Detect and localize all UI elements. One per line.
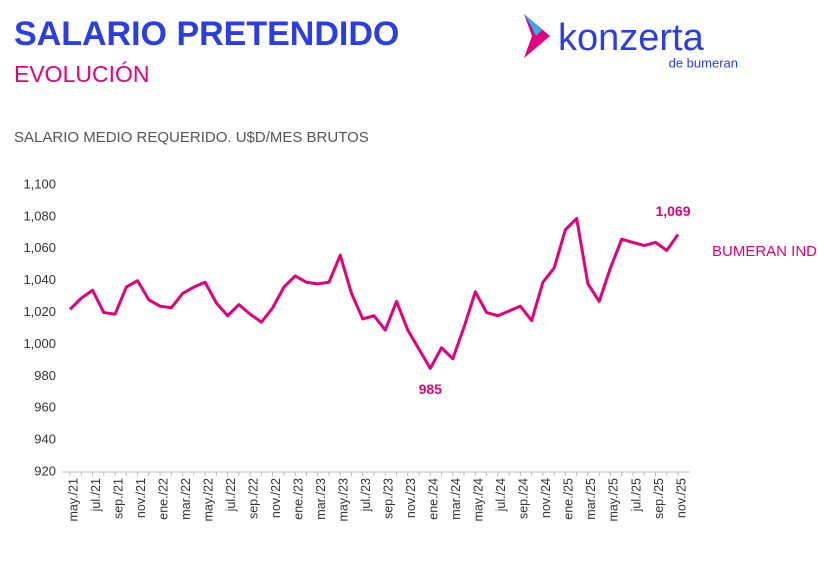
x-tick-label: may./25 [607, 478, 621, 522]
x-tick-label: ene./23 [291, 478, 305, 520]
x-tick-label: may./24 [472, 478, 486, 522]
x-tick-label: may./23 [337, 478, 351, 522]
y-tick-label: 960 [34, 400, 56, 415]
x-tick-label: jul./25 [629, 478, 643, 512]
x-tick-label: mar./23 [314, 478, 328, 520]
x-tick-label: ene./24 [427, 478, 441, 520]
x-tick-label: ene./22 [156, 478, 170, 520]
logo: konzerta de bumeran [524, 14, 738, 70]
y-tick-label: 1,100 [23, 176, 56, 191]
chart-title: SALARIO MEDIO REQUERIDO. U$D/MES BRUTOS [14, 129, 369, 146]
x-tick-label: nov./21 [134, 478, 148, 518]
x-tick-label: sep./21 [111, 478, 125, 519]
y-tick-label: 1,060 [23, 240, 56, 255]
x-tick-label: sep./22 [246, 478, 260, 519]
x-tick-label: jul./24 [494, 478, 508, 512]
y-tick-label: 940 [34, 432, 56, 447]
x-tick-label: jul./22 [224, 478, 238, 512]
x-tick-label: nov./23 [404, 478, 418, 518]
x-tick-label: mar./25 [584, 478, 598, 520]
data-label: 985 [419, 381, 443, 397]
x-tick-label: nov./22 [269, 478, 283, 518]
page-title: SALARIO PRETENDIDO [14, 15, 399, 53]
logo-subtext: de bumeran [669, 55, 738, 70]
x-tick-label: may./22 [201, 478, 215, 522]
y-tick-label: 1,020 [23, 304, 56, 319]
x-tick-label: sep./24 [517, 478, 531, 519]
x-tick-label: ene./25 [562, 478, 576, 520]
logo-icon-accent [524, 14, 542, 36]
x-tick-label: mar./24 [449, 478, 463, 520]
x-tick-label: sep./25 [652, 478, 666, 519]
y-tick-label: 1,000 [23, 336, 56, 351]
x-tick-label: mar./22 [179, 478, 193, 520]
data-label: 1,069 [655, 203, 690, 219]
y-tick-label: 1,040 [23, 272, 56, 287]
x-tick-label: jul./21 [89, 478, 103, 512]
logo-text: konzerta [558, 17, 705, 59]
x-tick-label: nov./25 [674, 478, 688, 518]
legend-label: BUMERAN INDEX [712, 243, 818, 260]
x-tick-label: may./21 [66, 478, 80, 522]
page-subtitle: EVOLUCIÓN [14, 61, 149, 87]
y-tick-label: 980 [34, 368, 56, 383]
x-tick-label: sep./23 [382, 478, 396, 519]
y-tick-label: 920 [34, 463, 56, 478]
line-series [68, 216, 680, 370]
x-tick-label: jul./23 [359, 478, 373, 512]
logo-icon [524, 14, 550, 58]
x-tick-label: nov./24 [539, 478, 553, 518]
y-tick-label: 1,080 [23, 208, 56, 223]
